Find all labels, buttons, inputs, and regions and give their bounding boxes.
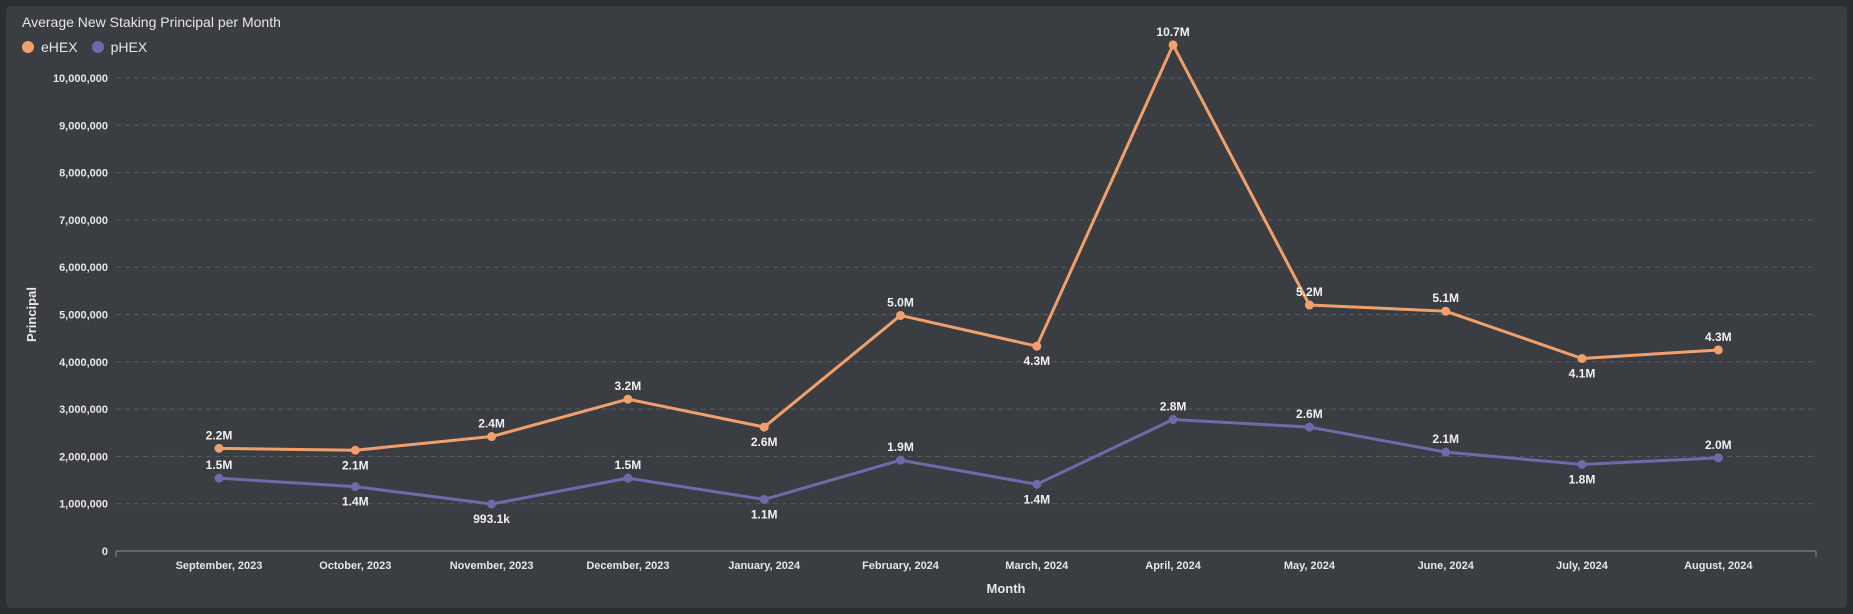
data-point-ehex [1713,345,1723,355]
data-point-ehex [1032,341,1042,351]
y-tick-label: 8,000,000 [59,168,108,180]
legend-swatch-phex [91,41,104,53]
data-point-phex [1441,447,1451,457]
data-point-phex [896,455,905,465]
data-label-ehex: 5.0M [887,295,914,309]
legend-item-ehex[interactable]: eHEX [22,39,78,55]
data-point-phex [1713,453,1723,463]
data-point-ehex [1577,353,1587,363]
x-tick-label: August, 2024 [1684,560,1753,572]
data-point-ehex [1168,40,1178,50]
x-tick-label: September, 2023 [176,560,263,572]
data-label-phex: 2.0M [1705,438,1732,452]
data-point-ehex [214,443,224,453]
y-tick-label: 5,000,000 [59,310,108,322]
x-tick-label: January, 2024 [728,560,801,572]
x-tick-label: March, 2024 [1005,560,1069,572]
data-point-phex [759,494,769,504]
x-tick-label: December, 2023 [586,560,669,572]
data-point-ehex [759,422,769,432]
data-label-ehex: 4.1M [1569,366,1596,380]
legend-label-phex: pHEX [110,39,148,55]
y-tick-label: 9,000,000 [59,120,108,132]
data-label-ehex: 4.3M [1023,354,1050,368]
series-line-ehex [218,43,1719,452]
y-tick-label: 7,000,000 [59,215,108,227]
data-label-ehex: 3.2M [615,379,642,393]
x-tick-label: July, 2024 [1556,560,1609,572]
data-point-ehex [350,445,360,455]
data-label-phex: 2.6M [1296,407,1323,421]
legend-swatch-ehex [22,41,34,53]
x-tick-label: February, 2024 [862,560,940,572]
data-point-ehex [1441,306,1451,316]
data-point-ehex [623,394,633,404]
data-label-ehex: 10.7M [1156,25,1189,39]
x-tick-label: April, 2024 [1145,560,1202,572]
data-label-ehex: 2.4M [478,417,505,431]
data-point-phex [623,473,633,483]
x-tick-label: June, 2024 [1418,560,1475,572]
data-label-ehex: 2.2M [206,428,233,442]
legend: eHEX pHEX [22,39,147,55]
data-label-ehex: 2.6M [751,435,778,449]
data-point-phex [1304,422,1314,432]
data-point-phex [214,473,224,483]
x-tick-label: October, 2023 [319,560,391,572]
series-line-phex [218,418,1719,506]
data-point-phex [1032,479,1042,489]
y-tick-label: 10,000,000 [53,73,108,85]
x-tick-label: May, 2024 [1284,560,1336,572]
data-point-phex [1168,415,1178,425]
data-label-ehex: 5.1M [1432,291,1459,305]
data-label-phex: 2.8M [1160,400,1187,414]
y-tick-label: 6,000,000 [59,262,108,274]
legend-item-phex[interactable]: pHEX [91,39,148,55]
data-label-phex: 2.1M [1432,432,1459,446]
x-axis-title: Month [987,581,1026,596]
data-point-ehex [896,310,905,320]
data-label-ehex: 2.1M [342,458,369,472]
chart-title: Average New Staking Principal per Month [22,14,281,30]
data-point-phex [487,499,497,509]
x-tick-label: November, 2023 [450,560,534,572]
data-point-ehex [1304,300,1314,310]
data-point-ehex [487,432,497,442]
data-label-phex: 1.4M [342,495,369,509]
data-label-phex: 1.8M [1569,472,1596,486]
legend-label-ehex: eHEX [41,39,78,55]
y-tick-label: 4,000,000 [59,357,108,369]
data-label-phex: 1.4M [1023,492,1050,506]
y-tick-label: 1,000,000 [59,499,108,511]
data-label-phex: 993.1k [473,512,510,526]
data-label-phex: 1.5M [206,458,233,472]
data-label-phex: 1.9M [887,440,914,454]
data-label-ehex: 4.3M [1705,330,1732,344]
data-point-phex [350,482,360,492]
y-tick-label: 3,000,000 [59,404,108,416]
y-tick-label: 0 [102,546,108,558]
data-label-phex: 1.1M [751,507,778,521]
data-label-ehex: 5.2M [1296,285,1323,299]
data-point-phex [1577,459,1587,469]
data-label-phex: 1.5M [615,458,642,472]
y-tick-label: 2,000,000 [59,451,108,463]
y-axis-title: Principal [24,287,39,342]
chart-panel [6,6,1847,608]
